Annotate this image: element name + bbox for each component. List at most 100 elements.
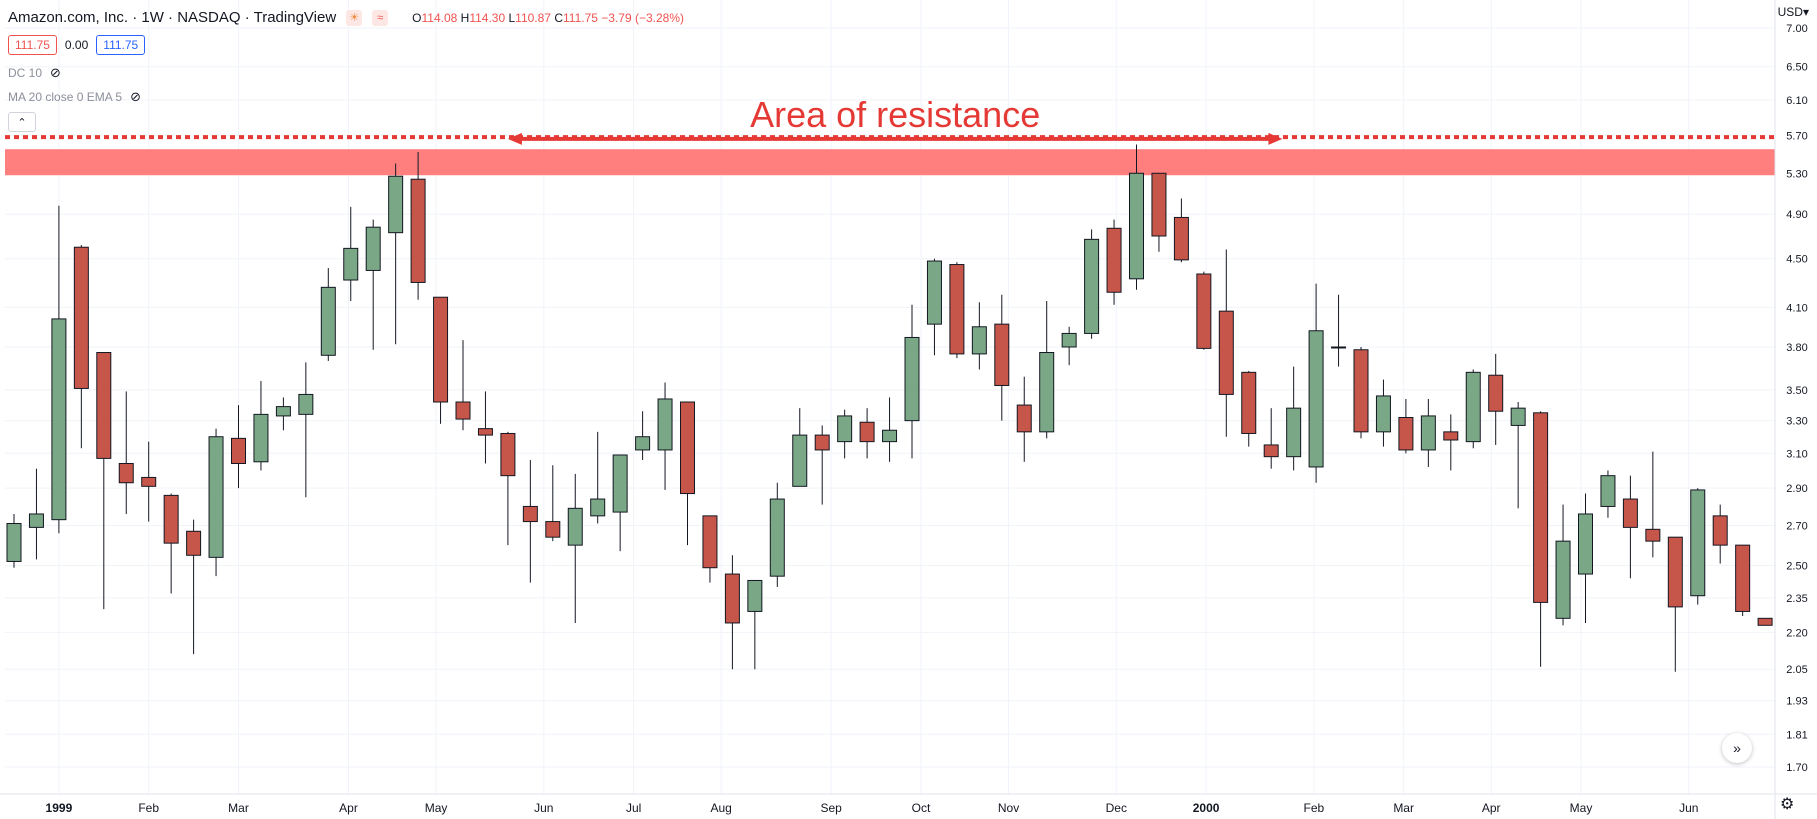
candle[interactable] — [1084, 229, 1100, 339]
candle[interactable] — [1420, 398, 1436, 467]
candle[interactable] — [6, 513, 22, 568]
candle[interactable] — [1241, 370, 1257, 447]
candle[interactable] — [612, 454, 628, 552]
candle[interactable] — [208, 428, 224, 577]
candle[interactable] — [1622, 475, 1638, 579]
candle[interactable] — [949, 262, 965, 359]
candle[interactable] — [1712, 504, 1728, 564]
time-axis[interactable]: 1999 Feb Mar Apr May Jun Jul Aug Sep Oct Nov Dec 200… — [46, 801, 1699, 815]
indicator-dc[interactable]: DC 10 ⊘ — [8, 65, 61, 81]
gear-icon[interactable]: ⚙ — [1780, 796, 1795, 813]
candle[interactable] — [275, 397, 291, 431]
candle[interactable] — [747, 579, 763, 670]
candle[interactable] — [1039, 300, 1055, 439]
candle[interactable] — [567, 473, 583, 623]
candle[interactable] — [769, 482, 785, 587]
candle[interactable] — [657, 382, 673, 490]
currency-selector[interactable]: USD▾ — [1778, 5, 1809, 19]
candle[interactable] — [971, 302, 987, 370]
price-axis[interactable]: 7.00 6.50 6.10 5.70 5.30 4.90 4.50 4.10 3.80 3.50… — [1786, 23, 1807, 774]
candle[interactable] — [141, 441, 157, 522]
candle[interactable] — [1173, 198, 1189, 263]
eye-hidden-icon[interactable]: ⊘ — [50, 65, 61, 80]
candle[interactable] — [1578, 493, 1593, 623]
eye-hidden-icon[interactable]: ⊘ — [130, 89, 141, 104]
candle[interactable] — [1398, 398, 1414, 454]
candle[interactable] — [477, 391, 493, 464]
candle[interactable] — [635, 411, 651, 461]
sell-price-box[interactable]: 111.75 — [8, 35, 57, 55]
candle[interactable] — [1129, 144, 1144, 290]
candle[interactable] — [96, 352, 112, 610]
candle[interactable] — [926, 258, 942, 356]
candle[interactable] — [1465, 369, 1481, 449]
candle-body-up — [904, 336, 920, 422]
candle[interactable] — [1533, 411, 1549, 667]
candle[interactable] — [73, 244, 89, 449]
candle[interactable] — [702, 515, 718, 583]
collapse-legend-button[interactable]: ⌃ — [8, 112, 36, 132]
candles[interactable] — [6, 144, 1773, 672]
candle[interactable] — [1263, 408, 1279, 469]
candle[interactable] — [1286, 366, 1302, 471]
candle[interactable] — [1016, 376, 1032, 462]
candle[interactable] — [1443, 414, 1459, 471]
candle-body-up — [971, 326, 987, 355]
candle[interactable] — [118, 391, 134, 514]
candle[interactable] — [320, 268, 336, 361]
candle[interactable] — [1308, 283, 1324, 483]
candle[interactable] — [253, 381, 269, 471]
candle[interactable] — [994, 294, 1010, 421]
candle[interactable] — [904, 304, 920, 459]
candle[interactable] — [1353, 346, 1369, 439]
candle[interactable] — [1106, 219, 1122, 305]
buy-price-box[interactable]: 111.75 — [96, 35, 146, 55]
candle[interactable] — [1735, 544, 1751, 617]
symbol-title[interactable]: Amazon.com, Inc. · 1W · NASDAQ · Trading… — [8, 9, 337, 26]
candle[interactable] — [1757, 617, 1773, 626]
indicator-ma[interactable]: MA 20 close 0 EMA 5 ⊘ — [8, 89, 141, 105]
candle[interactable] — [433, 296, 449, 424]
candle[interactable] — [724, 555, 740, 670]
candle[interactable] — [186, 519, 202, 655]
candle[interactable] — [231, 405, 246, 489]
candle[interactable] — [1218, 249, 1234, 437]
candle[interactable] — [455, 340, 471, 431]
candle[interactable] — [500, 431, 516, 546]
candle-body-up — [1331, 346, 1347, 349]
candle[interactable] — [1555, 504, 1571, 626]
candle[interactable] — [522, 460, 538, 583]
candle[interactable] — [814, 425, 830, 505]
candle[interactable] — [859, 408, 875, 459]
candle[interactable] — [1510, 402, 1526, 509]
candle-body-down — [724, 573, 740, 624]
candle[interactable] — [837, 409, 853, 459]
candle[interactable] — [590, 431, 606, 524]
candle[interactable] — [388, 163, 404, 345]
candle[interactable] — [1488, 353, 1504, 445]
candle[interactable] — [1375, 379, 1391, 447]
candle[interactable] — [1151, 172, 1167, 252]
candle[interactable] — [680, 401, 695, 546]
candle-body-down — [1398, 417, 1414, 451]
candle[interactable] — [1690, 488, 1706, 605]
candle-body-down — [73, 246, 89, 389]
candle[interactable] — [545, 465, 561, 542]
candle[interactable] — [1196, 271, 1212, 350]
candle[interactable] — [1645, 451, 1661, 558]
candle[interactable] — [343, 206, 359, 301]
candle[interactable] — [51, 205, 67, 534]
candle[interactable] — [792, 408, 808, 487]
candle[interactable] — [163, 493, 179, 594]
candle[interactable] — [1061, 326, 1077, 366]
candle[interactable] — [882, 397, 898, 462]
candle[interactable] — [298, 362, 314, 498]
candle[interactable] — [28, 468, 44, 560]
scroll-to-realtime-button[interactable]: » — [1722, 733, 1752, 763]
candle[interactable] — [365, 219, 381, 350]
candle[interactable] — [1667, 536, 1683, 672]
candle[interactable] — [1331, 294, 1347, 367]
candle[interactable] — [1600, 470, 1616, 518]
candle[interactable] — [410, 152, 426, 300]
